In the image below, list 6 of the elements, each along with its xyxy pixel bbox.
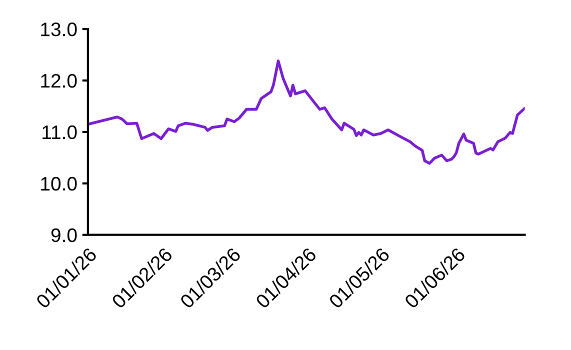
y-tick-label: 10.0 — [41, 176, 77, 191]
line-series — [88, 60, 525, 165]
y-tick-label: 12.0 — [41, 74, 77, 88]
y-tick-label: 9.0 — [51, 228, 77, 242]
y-tick-label: 11.0 — [42, 125, 77, 140]
y-tick-label: 13.0 — [41, 22, 77, 36]
